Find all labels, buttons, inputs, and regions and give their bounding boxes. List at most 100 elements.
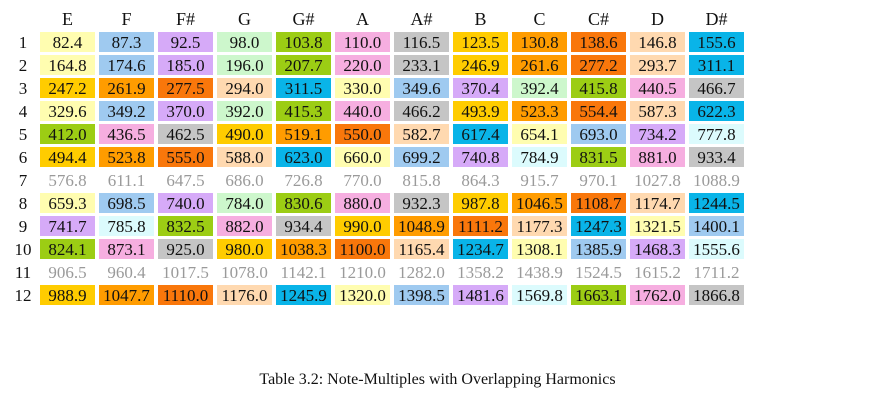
frequency-cell: 92.5 <box>158 32 213 52</box>
table-row: 10 824.1 873.1 925.0 980.0 1038.3 1100.0 1165.4… <box>10 239 744 259</box>
frequency-cell: 349.6 <box>394 78 449 98</box>
frequency-cell: 261.9 <box>99 78 154 98</box>
frequency-cell: 349.2 <box>99 101 154 121</box>
frequency-cell: 777.8 <box>689 124 744 144</box>
table-row: 1 82.4 87.3 92.5 98.0 103.8 110.0 116.5 123.5 130… <box>10 32 744 52</box>
frequency-cell: 740.0 <box>158 193 213 213</box>
frequency-cell: 622.3 <box>689 101 744 121</box>
frequency-cell: 925.0 <box>158 239 213 259</box>
row-number: 6 <box>18 147 28 167</box>
frequency-cell: 1038.3 <box>276 239 331 259</box>
table-row: 6 494.4 523.8 555.0 588.0 623.0 660.0 699.2 740.… <box>10 147 744 167</box>
frequency-cell: 311.5 <box>276 78 331 98</box>
table-row: 9 741.7 785.8 832.5 882.0 934.4 990.0 1048.9 111… <box>10 216 744 236</box>
frequency-cell: 110.0 <box>335 32 390 52</box>
frequency-cell: 462.5 <box>158 124 213 144</box>
frequency-cell: 832.5 <box>158 216 213 236</box>
frequency-cell: 824.1 <box>40 239 95 259</box>
frequency-cell: 370.4 <box>453 78 508 98</box>
frequency-cell: 1711.2 <box>689 262 744 282</box>
frequency-cell: 116.5 <box>394 32 449 52</box>
table-body: 1 82.4 87.3 92.5 98.0 103.8 110.0 116.5 123.5 130… <box>10 32 744 305</box>
frequency-cell: 932.3 <box>394 193 449 213</box>
frequency-cell: 970.1 <box>571 170 626 190</box>
frequency-cell: 784.9 <box>512 147 567 167</box>
frequency-cell: 246.9 <box>453 55 508 75</box>
frequency-cell: 815.8 <box>394 170 449 190</box>
frequency-cell: 1663.1 <box>571 285 626 305</box>
column-header: D# <box>705 9 728 29</box>
frequency-cell: 1321.5 <box>630 216 685 236</box>
frequency-cell: 915.7 <box>512 170 567 190</box>
frequency-cell: 466.2 <box>394 101 449 121</box>
frequency-cell: 1078.0 <box>217 262 272 282</box>
row-number: 10 <box>14 239 32 259</box>
column-header: C <box>533 9 546 29</box>
frequency-cell: 726.8 <box>276 170 331 190</box>
frequency-cell: 830.6 <box>276 193 331 213</box>
frequency-cell: 659.3 <box>40 193 95 213</box>
frequency-cell: 174.6 <box>99 55 154 75</box>
frequency-cell: 582.7 <box>394 124 449 144</box>
frequency-cell: 1866.8 <box>689 285 744 305</box>
frequency-cell: 1108.7 <box>571 193 626 213</box>
frequency-cell: 1046.5 <box>512 193 567 213</box>
table-row: 4 329.6 349.2 370.0 392.0 415.3 440.0 466.2 493.… <box>10 101 744 121</box>
frequency-cell: 987.8 <box>453 193 508 213</box>
frequency-cell: 1174.7 <box>630 193 685 213</box>
frequency-cell: 277.5 <box>158 78 213 98</box>
frequency-cell: 990.0 <box>335 216 390 236</box>
column-header: A# <box>410 9 433 29</box>
frequency-cell: 864.3 <box>453 170 508 190</box>
frequency-cell: 1100.0 <box>335 239 390 259</box>
frequency-cell: 734.2 <box>630 124 685 144</box>
frequency-cell: 880.0 <box>335 193 390 213</box>
frequency-cell: 1017.5 <box>158 262 213 282</box>
frequency-cell: 494.4 <box>40 147 95 167</box>
table-row: 3 247.2 261.9 277.5 294.0 311.5 330.0 349.6 370.… <box>10 78 744 98</box>
row-number: 8 <box>18 193 28 213</box>
frequency-cell: 1569.8 <box>512 285 567 305</box>
frequency-cell: 1210.0 <box>335 262 390 282</box>
frequency-cell: 980.0 <box>217 239 272 259</box>
frequency-cell: 523.3 <box>512 101 567 121</box>
column-header: B <box>474 9 487 29</box>
frequency-cell: 247.2 <box>40 78 95 98</box>
row-number: 2 <box>18 55 28 75</box>
frequency-cell: 98.0 <box>217 32 272 52</box>
frequency-cell: 576.8 <box>40 170 95 190</box>
frequency-cell: 146.8 <box>630 32 685 52</box>
row-number: 1 <box>18 32 28 52</box>
frequency-cell: 220.0 <box>335 55 390 75</box>
header-row: E F F# G G# A A# B C C# D D# <box>10 9 744 29</box>
frequency-cell: 1088.9 <box>689 170 744 190</box>
frequency-cell: 293.7 <box>630 55 685 75</box>
frequency-cell: 490.0 <box>217 124 272 144</box>
frequency-cell: 1615.2 <box>630 262 685 282</box>
frequency-cell: 1142.1 <box>276 262 331 282</box>
frequency-cell: 1234.7 <box>453 239 508 259</box>
frequency-cell: 370.0 <box>158 101 213 121</box>
frequency-cell: 882.0 <box>217 216 272 236</box>
frequency-cell: 196.0 <box>217 55 272 75</box>
column-header: F <box>121 9 132 29</box>
frequency-cell: 933.4 <box>689 147 744 167</box>
frequency-cell: 623.0 <box>276 147 331 167</box>
frequency-cell: 466.7 <box>689 78 744 98</box>
column-header: D <box>651 9 664 29</box>
frequency-cell: 740.8 <box>453 147 508 167</box>
frequency-cell: 1762.0 <box>630 285 685 305</box>
row-number: 7 <box>18 170 28 190</box>
frequency-cell: 1308.1 <box>512 239 567 259</box>
column-header: A <box>356 9 369 29</box>
column-header: C# <box>587 9 609 29</box>
row-number: 11 <box>14 262 32 282</box>
frequency-cell: 554.4 <box>571 101 626 121</box>
frequency-cell: 294.0 <box>217 78 272 98</box>
frequency-cell: 611.1 <box>99 170 154 190</box>
column-header: F# <box>175 9 195 29</box>
frequency-cell: 1027.8 <box>630 170 685 190</box>
row-number: 4 <box>18 101 28 121</box>
frequency-cell: 555.0 <box>158 147 213 167</box>
frequency-cell: 1358.2 <box>453 262 508 282</box>
